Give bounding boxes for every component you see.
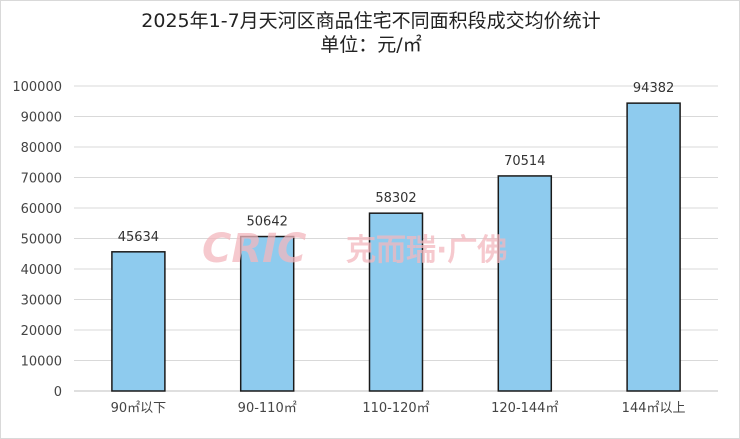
y-tick-label: 30000 [21, 294, 62, 309]
x-tick-label: 90-110㎡ [238, 401, 297, 416]
data-label: 58302 [375, 191, 416, 206]
bar [239, 235, 295, 392]
data-label: 70514 [504, 154, 545, 169]
x-tick-label: 110-120㎡ [362, 401, 429, 416]
y-tick-label: 90000 [21, 111, 62, 126]
x-tick-label: 90㎡以下 [111, 401, 167, 416]
bars [111, 102, 681, 392]
watermark: CRIC 克而瑞·广佛 [202, 226, 507, 272]
watermark-logo: CRIC [202, 226, 306, 272]
data-label: 94382 [633, 81, 674, 96]
y-tick-label: 20000 [21, 324, 62, 339]
y-axis: 0 10000 20000 30000 40000 50000 60000 70000 8000… [12, 80, 62, 400]
x-tick-label: 120-144㎡ [491, 401, 558, 416]
data-labels: 45634 50642 58302 70514 94382 [118, 81, 675, 245]
y-tick-label: 0 [54, 385, 62, 400]
bar [626, 102, 681, 392]
data-label: 45634 [118, 230, 159, 245]
y-tick-label: 10000 [21, 355, 62, 370]
y-tick-label: 40000 [21, 263, 62, 278]
y-tick-label: 60000 [21, 202, 62, 217]
y-tick-label: 70000 [21, 172, 62, 187]
bar [368, 212, 424, 392]
chart-title: 2025年1-7月天河区商品住宅不同面积段成交均价统计 [141, 10, 601, 32]
chart-subtitle: 单位：元/㎡ [320, 34, 422, 56]
x-axis: 90㎡以下 90-110㎡ 110-120㎡ 120-144㎡ 144㎡以上 [111, 401, 686, 416]
y-tick-label: 50000 [21, 233, 62, 248]
y-tick-label: 100000 [12, 80, 62, 95]
watermark-text: 克而瑞·广佛 [346, 233, 507, 268]
data-label: 50642 [247, 215, 288, 230]
y-tick-label: 80000 [21, 141, 62, 156]
bar [111, 251, 166, 392]
bar [497, 175, 553, 392]
x-tick-label: 144㎡以上 [622, 401, 686, 416]
